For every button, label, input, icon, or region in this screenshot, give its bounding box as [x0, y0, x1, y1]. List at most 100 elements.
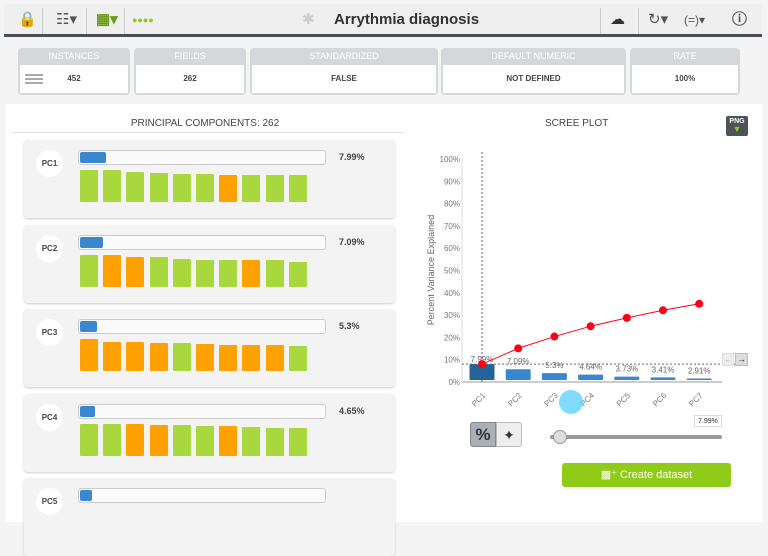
- loading-bar[interactable]: [103, 170, 122, 202]
- y-tick-label: 90%: [444, 177, 460, 186]
- loading-bar[interactable]: [242, 426, 261, 456]
- loading-bar[interactable]: [80, 170, 98, 202]
- loading-bar[interactable]: [242, 259, 261, 287]
- variance-fill: [80, 152, 106, 163]
- loading-bar[interactable]: [172, 173, 191, 202]
- loading-bar[interactable]: [288, 175, 307, 202]
- component-card-pc3[interactable]: PC3 5.3%: [24, 309, 395, 387]
- threshold-slider[interactable]: [550, 435, 722, 439]
- variance-bar: [78, 150, 326, 165]
- bar-data-label: 5.3%: [545, 361, 563, 370]
- loading-bar[interactable]: [172, 258, 191, 287]
- percent-view-button[interactable]: %: [470, 422, 496, 447]
- download-cloud-icon[interactable]: ☁: [610, 11, 625, 28]
- component-name: PC1: [36, 150, 63, 177]
- stat-value-text: NOT DEFINED: [506, 74, 561, 83]
- loading-bar[interactable]: [288, 345, 307, 371]
- bar-data-label: 4.64%: [579, 363, 602, 372]
- component-card-pc1[interactable]: PC1 7.99%: [24, 140, 395, 218]
- loading-bar[interactable]: [126, 171, 145, 202]
- loading-bar[interactable]: [126, 341, 145, 371]
- stat-card-rate: RATE 100%: [630, 48, 740, 95]
- component-card-pc4[interactable]: PC4 4.65%: [24, 393, 395, 472]
- loading-bar[interactable]: [219, 345, 238, 371]
- x-tick-label: PC2: [506, 391, 524, 409]
- variance-bar: [78, 319, 326, 334]
- axes-view-icon[interactable]: ✦: [496, 422, 522, 447]
- y-tick-label: 50%: [444, 267, 460, 276]
- create-dataset-label: Create dataset: [620, 469, 693, 481]
- download-arrow-icon: ▼: [732, 124, 742, 134]
- loading-bar[interactable]: [288, 261, 307, 287]
- loading-bar[interactable]: [80, 254, 98, 287]
- bar-pc5: [614, 376, 640, 380]
- loading-bar[interactable]: [126, 424, 145, 456]
- loading-bar[interactable]: [219, 174, 238, 202]
- loading-bar[interactable]: [103, 341, 122, 371]
- info-icon[interactable]: ⓘ: [732, 11, 748, 28]
- slider-value: 7.99%: [694, 415, 722, 427]
- bar-data-label: 7.09%: [507, 357, 530, 366]
- variance-fill: [80, 490, 92, 501]
- dataset-icon[interactable]: ▦▾: [96, 11, 118, 28]
- bar-pc1: [469, 364, 495, 380]
- x-tick-label: PC6: [651, 391, 669, 409]
- loading-bar[interactable]: [103, 255, 122, 287]
- loading-bar[interactable]: [196, 344, 214, 371]
- loading-bar[interactable]: [219, 259, 238, 287]
- loading-bar[interactable]: [149, 425, 168, 456]
- loading-bar[interactable]: [80, 339, 98, 371]
- loading-bar[interactable]: [242, 345, 261, 371]
- stat-value-text: 262: [183, 74, 197, 83]
- batch-action-icon[interactable]: ↻▾: [648, 11, 669, 28]
- loading-bar[interactable]: [172, 343, 191, 371]
- stat-card-default-numeric: DEFAULT NUMERIC NOT DEFINED: [441, 48, 626, 95]
- png-download-button[interactable]: PNG ▼: [726, 116, 748, 136]
- cumulative-point: [622, 313, 631, 322]
- prev-page-button[interactable]: ←: [722, 353, 734, 366]
- dataset-chart-icon: ▩⁺: [600, 469, 621, 481]
- stat-label: INSTANCES: [48, 51, 100, 61]
- loading-bar[interactable]: [219, 426, 238, 456]
- loading-bar[interactable]: [80, 423, 98, 456]
- stat-value-text: FALSE: [331, 74, 357, 83]
- loadings: [80, 339, 320, 371]
- lock-icon[interactable]: 🔒: [18, 11, 37, 28]
- loading-bar[interactable]: [265, 427, 284, 456]
- loading-bar[interactable]: [265, 175, 284, 202]
- variance-fill: [80, 321, 97, 332]
- component-name: PC5: [36, 488, 63, 515]
- loading-bar[interactable]: [126, 256, 145, 287]
- model-tree-icon[interactable]: ☷▾: [56, 11, 77, 28]
- create-dataset-button[interactable]: ▩⁺ Create dataset: [562, 463, 731, 487]
- loading-bar[interactable]: [265, 259, 284, 287]
- cumulative-point: [586, 322, 595, 331]
- loading-bar[interactable]: [288, 427, 307, 456]
- components-title: PRINCIPAL COMPONENTS: 262: [130, 118, 280, 129]
- menu-icon[interactable]: [25, 74, 43, 84]
- next-page-button[interactable]: →: [735, 353, 748, 366]
- cumulative-line: [481, 303, 700, 365]
- loading-bar[interactable]: [103, 423, 122, 456]
- loadings: [80, 508, 320, 540]
- y-tick-label: 60%: [444, 244, 460, 253]
- loading-bar[interactable]: [172, 425, 191, 456]
- loading-bar[interactable]: [265, 345, 284, 371]
- formula-action-icon[interactable]: (=)▾: [684, 13, 706, 27]
- bar-data-label: 2.91%: [688, 367, 711, 376]
- y-tick-label: 30%: [444, 311, 460, 320]
- loading-bar[interactable]: [242, 174, 261, 202]
- variance-fill: [80, 236, 103, 248]
- loading-bar[interactable]: [196, 426, 214, 456]
- component-card-pc2[interactable]: PC2 7.09%: [24, 224, 395, 303]
- loading-bar[interactable]: [196, 174, 214, 202]
- slider-handle[interactable]: [553, 430, 567, 444]
- loading-bar[interactable]: [196, 259, 214, 287]
- loading-bar[interactable]: [149, 257, 168, 287]
- loading-bar[interactable]: [149, 173, 168, 202]
- component-card-pc5[interactable]: PC5: [24, 478, 395, 556]
- loading-bar[interactable]: [149, 342, 168, 371]
- stat-label: STANDARDIZED: [309, 51, 379, 61]
- y-tick-label: 70%: [444, 222, 460, 231]
- bar-pc2: [505, 369, 531, 380]
